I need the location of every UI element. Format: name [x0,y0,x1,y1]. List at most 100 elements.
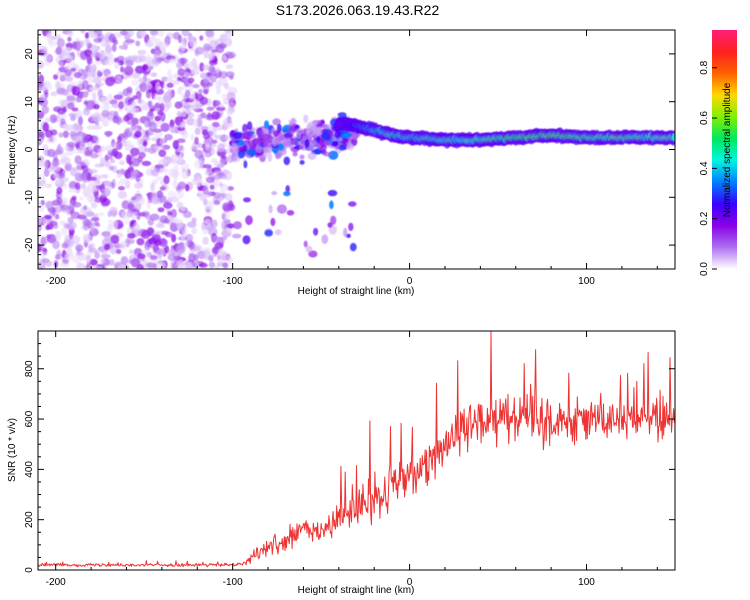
snr-panel: -200 -100 0 100 0 200 400 600 800 Height of stra… [7,330,676,596]
spectrogram-cell [93,124,102,130]
spectrogram-cell [58,159,67,165]
spectrogram-cell [163,200,170,208]
spectrogram-cell [196,177,201,187]
spectrogram-cell [222,55,227,61]
spectrogram-cell [227,51,237,59]
spectrogram-cell [94,197,104,203]
spectrogram-cell [146,262,156,268]
spectrogram-cell [38,159,45,168]
spectrogram-cell [59,74,66,82]
spectrogram-cell [299,160,305,165]
spectrogram-cell [43,159,49,169]
spectrogram-cell [92,92,97,102]
spectrogram-cell [69,130,77,138]
spectrogram-cell [179,145,184,151]
spectrogram-cell [60,118,66,125]
spectrogram-cell [55,213,60,220]
snr-background [38,331,675,570]
spectrogram-cell [108,219,113,226]
spectrogram-cell [43,214,52,220]
spectrogram-cell [118,45,128,50]
spectrogram-cell [191,69,200,75]
spectrogram-cell [79,196,84,201]
spectrogram-cell [97,89,103,98]
spectrogram-cell [93,265,103,269]
spectrogram-cell [189,38,198,48]
spectrogram-cell [64,145,70,152]
spectrogram-cell [186,117,195,126]
spectrogram-cell [78,254,84,262]
spectrogram-cell [218,174,227,180]
spectrogram-cell [38,225,42,232]
spectrogram-cell [131,117,139,126]
spectrogram-cell [164,134,173,141]
spectrogram-cell [276,123,282,133]
spectrogram-cell [64,234,71,244]
spectrogram-cell [222,211,231,221]
spectrogram-cell [270,217,276,227]
spectrogram-cell [134,130,142,138]
spectrogram-cell [327,189,338,197]
spectrogram-cell [307,121,318,131]
spectrogram-cell [129,126,139,134]
spectrogram-cell [292,139,299,146]
spectrogram-cell [130,105,137,113]
spectrogram-cell [267,152,273,162]
spectrogram-cell [329,200,334,210]
spectrogram-cell [73,72,82,79]
spectrogram-cell [94,221,100,227]
spectrogram-cell [161,158,169,164]
spectrogram-cell [51,206,56,216]
spectrogram-cell [203,132,210,140]
spectrogram-cell [177,181,187,190]
spectrogram-cell [147,100,153,108]
spectrogram-cell [211,121,220,128]
spectrogram-cell [219,103,224,108]
spectrogram-cell [114,62,120,70]
spectrogram-cell [70,167,78,177]
spectrogram-cell [132,222,140,233]
spectrogram-cell [158,149,167,158]
spectrogram-cell [203,171,210,176]
spectrogram-cell [187,77,195,84]
spectrogram-cell [321,123,328,129]
spectrogram-cell [85,39,91,48]
spectrogram-cell [102,174,109,179]
spectrogram-cell [47,148,56,158]
spectrogram-cell [155,223,165,229]
spectrogram-cell [323,151,332,157]
spectrogram-cell [194,159,204,170]
spectrogram-cell [188,60,198,70]
spectrogram-cell [131,79,139,86]
spectrogram-cell [102,160,110,167]
spectrogram-cell [120,66,125,73]
spectrogram-cell [323,140,333,146]
spectrogram-cell [214,112,220,120]
spectrogram-cell [268,204,273,214]
spectrogram-cell [125,39,135,44]
spectrogram-cell [233,221,242,230]
spectrogram-cell [67,36,72,42]
spectrogram-cell [152,57,162,65]
spectrogram-cell [126,210,134,218]
spectrogram-cell [100,253,111,259]
spectrogram-cell [190,133,195,142]
spectrogram-cell [150,72,158,77]
spectrogram-cell [283,156,291,166]
spectrogram-cell [198,88,203,95]
spectrogram-cell [196,250,206,257]
spectrogram-cell [125,112,134,120]
spectrogram-data [38,30,675,269]
spectrogram-cell [90,202,98,209]
spectrogram-cell [671,133,675,142]
spectrogram-cell [93,227,98,236]
spectrogram-cell [204,143,210,151]
spectrogram-cell [46,32,52,41]
spectrogram-cell [42,82,53,92]
spectrogram-cell [225,71,235,78]
spectrogram-cell [170,208,177,219]
spectrogram-cell [94,251,100,259]
spectrogram-cell [50,129,58,136]
spectrogram-cell [200,112,207,118]
